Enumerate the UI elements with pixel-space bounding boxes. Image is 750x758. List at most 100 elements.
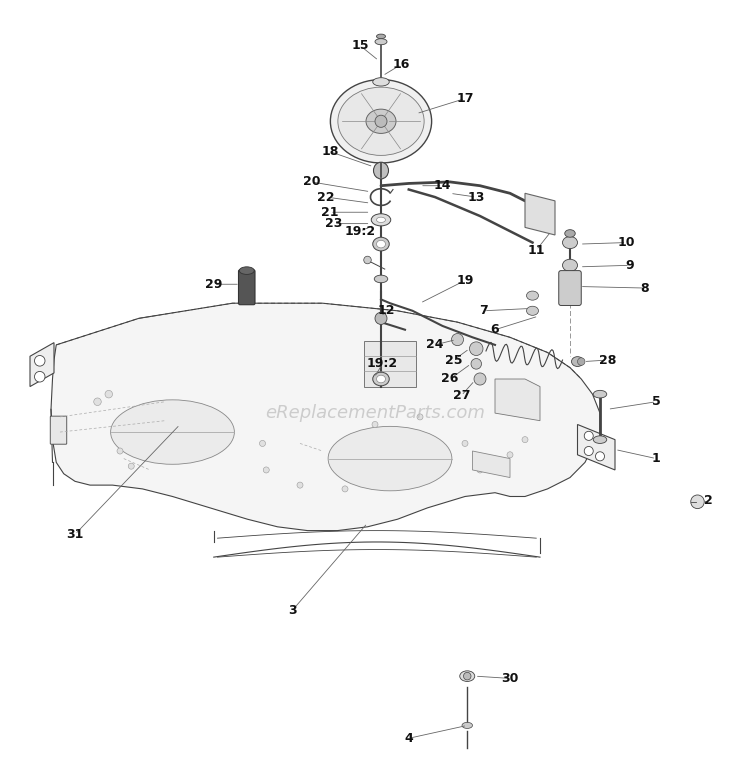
Circle shape (105, 390, 112, 398)
Text: 28: 28 (598, 353, 616, 367)
Circle shape (34, 356, 45, 366)
Text: 19: 19 (456, 274, 474, 287)
Text: 11: 11 (527, 243, 545, 257)
Circle shape (691, 495, 704, 509)
Text: 30: 30 (501, 672, 519, 685)
Ellipse shape (366, 109, 396, 133)
Ellipse shape (376, 218, 386, 223)
Text: 9: 9 (626, 258, 634, 272)
Circle shape (94, 398, 101, 406)
Circle shape (596, 452, 604, 461)
Ellipse shape (239, 267, 254, 274)
Ellipse shape (462, 722, 472, 728)
Circle shape (342, 486, 348, 492)
Text: 14: 14 (433, 179, 451, 193)
Text: 29: 29 (205, 277, 223, 291)
Text: 22: 22 (317, 190, 335, 204)
Ellipse shape (376, 375, 386, 383)
Ellipse shape (330, 80, 432, 163)
Text: 19:2: 19:2 (344, 224, 376, 238)
Text: 3: 3 (288, 603, 297, 617)
Text: 21: 21 (321, 205, 339, 219)
Text: 18: 18 (321, 145, 339, 158)
Ellipse shape (593, 436, 607, 443)
Ellipse shape (376, 240, 386, 248)
Circle shape (578, 358, 585, 365)
Circle shape (522, 437, 528, 443)
Ellipse shape (460, 671, 475, 681)
Text: 19:2: 19:2 (367, 357, 398, 371)
Ellipse shape (371, 214, 391, 226)
Polygon shape (495, 379, 540, 421)
Ellipse shape (565, 230, 575, 237)
Text: 31: 31 (66, 528, 84, 541)
FancyBboxPatch shape (559, 271, 581, 305)
Ellipse shape (593, 390, 607, 398)
Polygon shape (51, 303, 600, 531)
Text: 26: 26 (441, 372, 459, 386)
Text: eReplacementParts.com: eReplacementParts.com (265, 404, 485, 422)
Circle shape (477, 467, 483, 473)
Circle shape (507, 452, 513, 458)
Text: 8: 8 (640, 281, 650, 295)
Circle shape (462, 440, 468, 446)
Text: 10: 10 (617, 236, 635, 249)
Circle shape (470, 342, 483, 356)
Ellipse shape (526, 291, 538, 300)
Ellipse shape (373, 237, 389, 251)
Ellipse shape (374, 162, 388, 179)
FancyBboxPatch shape (50, 416, 67, 444)
Circle shape (263, 467, 269, 473)
Circle shape (375, 312, 387, 324)
Ellipse shape (338, 87, 424, 155)
Ellipse shape (562, 236, 578, 249)
Polygon shape (525, 193, 555, 235)
Ellipse shape (375, 39, 387, 45)
Text: 16: 16 (392, 58, 410, 71)
Text: 13: 13 (467, 190, 485, 204)
Circle shape (364, 256, 371, 264)
Circle shape (117, 448, 123, 454)
Circle shape (471, 359, 482, 369)
Text: 23: 23 (325, 217, 343, 230)
Circle shape (464, 672, 471, 680)
Circle shape (34, 371, 45, 382)
Text: 6: 6 (490, 323, 500, 337)
Text: 15: 15 (351, 39, 369, 52)
Ellipse shape (373, 78, 389, 86)
Circle shape (260, 440, 266, 446)
Polygon shape (578, 424, 615, 470)
Ellipse shape (376, 34, 386, 39)
Circle shape (452, 334, 464, 346)
Text: 24: 24 (426, 338, 444, 352)
Text: 27: 27 (452, 389, 470, 402)
Text: 1: 1 (652, 452, 661, 465)
Ellipse shape (374, 275, 388, 283)
Ellipse shape (572, 356, 584, 367)
Text: 20: 20 (302, 175, 320, 189)
Polygon shape (30, 343, 54, 387)
Polygon shape (472, 451, 510, 478)
Text: 4: 4 (404, 731, 413, 745)
Text: 12: 12 (377, 304, 395, 318)
Text: 17: 17 (456, 92, 474, 105)
Text: 7: 7 (479, 304, 488, 318)
Ellipse shape (111, 400, 234, 464)
Polygon shape (364, 341, 416, 387)
Circle shape (372, 421, 378, 428)
Circle shape (584, 431, 593, 440)
Circle shape (375, 115, 387, 127)
Ellipse shape (562, 282, 578, 294)
Circle shape (128, 463, 134, 469)
Text: 25: 25 (445, 353, 463, 367)
Text: 2: 2 (704, 493, 713, 507)
Circle shape (297, 482, 303, 488)
Ellipse shape (562, 259, 578, 271)
Circle shape (522, 406, 528, 412)
Text: 5: 5 (652, 395, 661, 409)
Ellipse shape (373, 372, 389, 386)
FancyBboxPatch shape (238, 270, 255, 305)
Circle shape (584, 446, 593, 456)
Circle shape (417, 414, 423, 420)
Ellipse shape (328, 426, 452, 491)
